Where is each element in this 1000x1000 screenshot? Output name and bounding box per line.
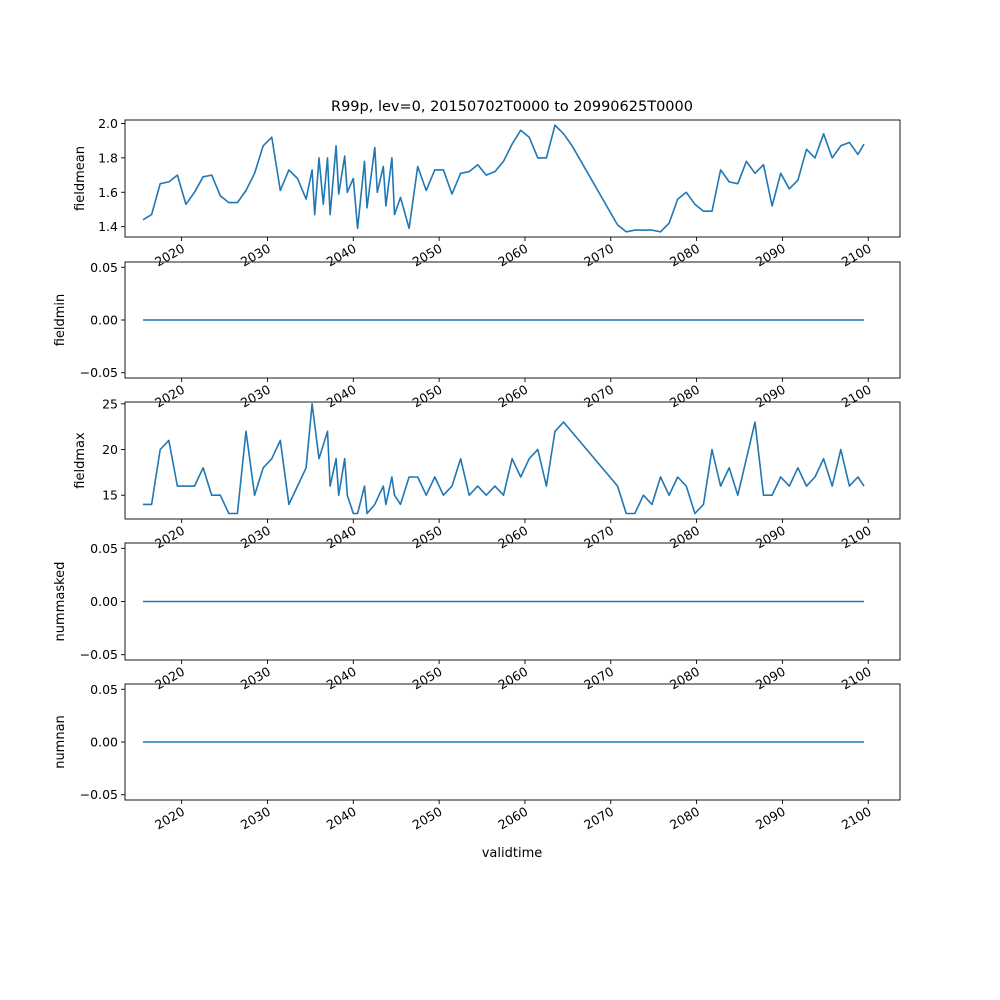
- fieldmean-xtick-label: 2100: [839, 241, 874, 270]
- panel-fieldmean: 1.4 1.6 1.8 2.0 fieldmean 2020 2030 2040 2050 206…: [73, 116, 901, 270]
- fieldmean-xtick-label: 2070: [581, 241, 616, 270]
- fieldmax-ytick-label: 20: [102, 442, 118, 457]
- fieldmax-xtick-label: 2020: [152, 523, 187, 552]
- numnan-ylabel: numnan: [53, 715, 68, 769]
- fieldmax-xtick-label: 2100: [839, 523, 874, 552]
- fieldmax-xtick-label: 2040: [324, 523, 359, 552]
- numnan-xtick-label: 2100: [839, 804, 874, 833]
- fieldmin-ytick-label: −0.05: [80, 365, 118, 380]
- fieldmin-ytick-label: 0.05: [90, 260, 118, 275]
- chart-title: R99p, lev=0, 20150702T0000 to 20990625T0…: [331, 99, 693, 115]
- fieldmean-xtick-label: 2020: [152, 241, 187, 270]
- fieldmean-xtick-label: 2030: [238, 241, 273, 270]
- nummasked-xtick-label: 2060: [495, 664, 530, 693]
- nummasked-xtick-label: 2100: [839, 664, 874, 693]
- numnan-xtick-label: 2050: [410, 804, 445, 833]
- panels: 1.4 1.6 1.8 2.0 fieldmean 2020 2030 2040 2050 206…: [53, 116, 901, 833]
- nummasked-ytick-label: −0.05: [80, 647, 118, 662]
- fieldmax-ylabel: fieldmax: [73, 432, 88, 489]
- fieldmean-ytick-label: 2.0: [98, 116, 118, 131]
- fieldmax-xtick-label: 2050: [410, 523, 445, 552]
- fieldmean-ytick-label: 1.6: [98, 185, 118, 200]
- panel-fieldmin: −0.05 0.00 0.05 fieldmin 2020 2030 2040 2050 206…: [53, 260, 901, 411]
- fieldmax-xtick-label: 2030: [238, 523, 273, 552]
- fieldmin-xtick-label: 2080: [667, 382, 702, 411]
- nummasked-ytick-label: 0.00: [90, 594, 118, 609]
- fieldmean-ytick-label: 1.8: [98, 150, 118, 165]
- fieldmax-xtick-label: 2060: [495, 523, 530, 552]
- fieldmax-ytick-label: 25: [102, 396, 118, 411]
- nummasked-xtick-label: 2040: [324, 664, 359, 693]
- fieldmax-series-line: [143, 402, 865, 515]
- fieldmean-series-line: [142, 124, 865, 233]
- fieldmin-ylabel: fieldmin: [53, 294, 68, 347]
- numnan-ytick-label: 0.00: [90, 735, 118, 750]
- fieldmin-xtick-label: 2100: [839, 382, 874, 411]
- fieldmin-xtick-label: 2030: [238, 382, 273, 411]
- fieldmin-xtick-label: 2040: [324, 382, 359, 411]
- fieldmean-xtick-label: 2050: [410, 241, 445, 270]
- fieldmean-xtick-label: 2060: [495, 241, 530, 270]
- fieldmax-axes-frame: [124, 401, 901, 520]
- fieldmean-xtick-label: 2040: [324, 241, 359, 270]
- numnan-xtick-label: 2040: [324, 804, 359, 833]
- fieldmean-ylabel: fieldmean: [73, 146, 88, 211]
- fieldmin-xtick-label: 2090: [753, 382, 788, 411]
- fieldmean-xtick-label: 2090: [753, 241, 788, 270]
- fieldmean-axes-frame: [124, 119, 901, 238]
- panel-fieldmax: 15 20 25 fieldmax 2020 2030 2040 2050 2060 2070 20…: [73, 396, 901, 552]
- numnan-ytick-label: 0.05: [90, 682, 118, 697]
- nummasked-xtick-label: 2070: [581, 664, 616, 693]
- fieldmin-xtick-label: 2050: [410, 382, 445, 411]
- nummasked-xtick-label: 2080: [667, 664, 702, 693]
- numnan-xtick-label: 2070: [581, 804, 616, 833]
- fieldmin-xtick-label: 2020: [152, 382, 187, 411]
- fieldmean-xtick-label: 2080: [667, 241, 702, 270]
- panel-numnan: −0.05 0.00 0.05 numnan 2020 2030 2040 2050 2060 2…: [53, 682, 901, 833]
- fieldmax-ytick-label: 15: [102, 488, 118, 503]
- fieldmax-xtick-label: 2070: [581, 523, 616, 552]
- fieldmin-xtick-label: 2070: [581, 382, 616, 411]
- fieldmax-xtick-label: 2080: [667, 523, 702, 552]
- fieldmin-ytick-label: 0.00: [90, 313, 118, 328]
- numnan-xtick-label: 2090: [753, 804, 788, 833]
- numnan-ytick-label: −0.05: [80, 787, 118, 802]
- x-axis-label: validtime: [482, 846, 543, 861]
- fieldmin-xtick-label: 2060: [495, 382, 530, 411]
- nummasked-ylabel: nummasked: [53, 562, 68, 642]
- fieldmax-xtick-label: 2090: [753, 523, 788, 552]
- nummasked-ytick-label: 0.05: [90, 541, 118, 556]
- numnan-xtick-label: 2020: [152, 804, 187, 833]
- nummasked-xtick-label: 2020: [152, 664, 187, 693]
- nummasked-xtick-label: 2050: [410, 664, 445, 693]
- numnan-xtick-label: 2060: [495, 804, 530, 833]
- fieldmean-ytick-label: 1.4: [98, 219, 118, 234]
- panel-nummasked: −0.05 0.00 0.05 nummasked 2020 2030 2040 2050 20…: [53, 541, 901, 693]
- numnan-xtick-label: 2030: [238, 804, 273, 833]
- nummasked-xtick-label: 2090: [753, 664, 788, 693]
- numnan-xtick-label: 2080: [667, 804, 702, 833]
- nummasked-xtick-label: 2030: [238, 664, 273, 693]
